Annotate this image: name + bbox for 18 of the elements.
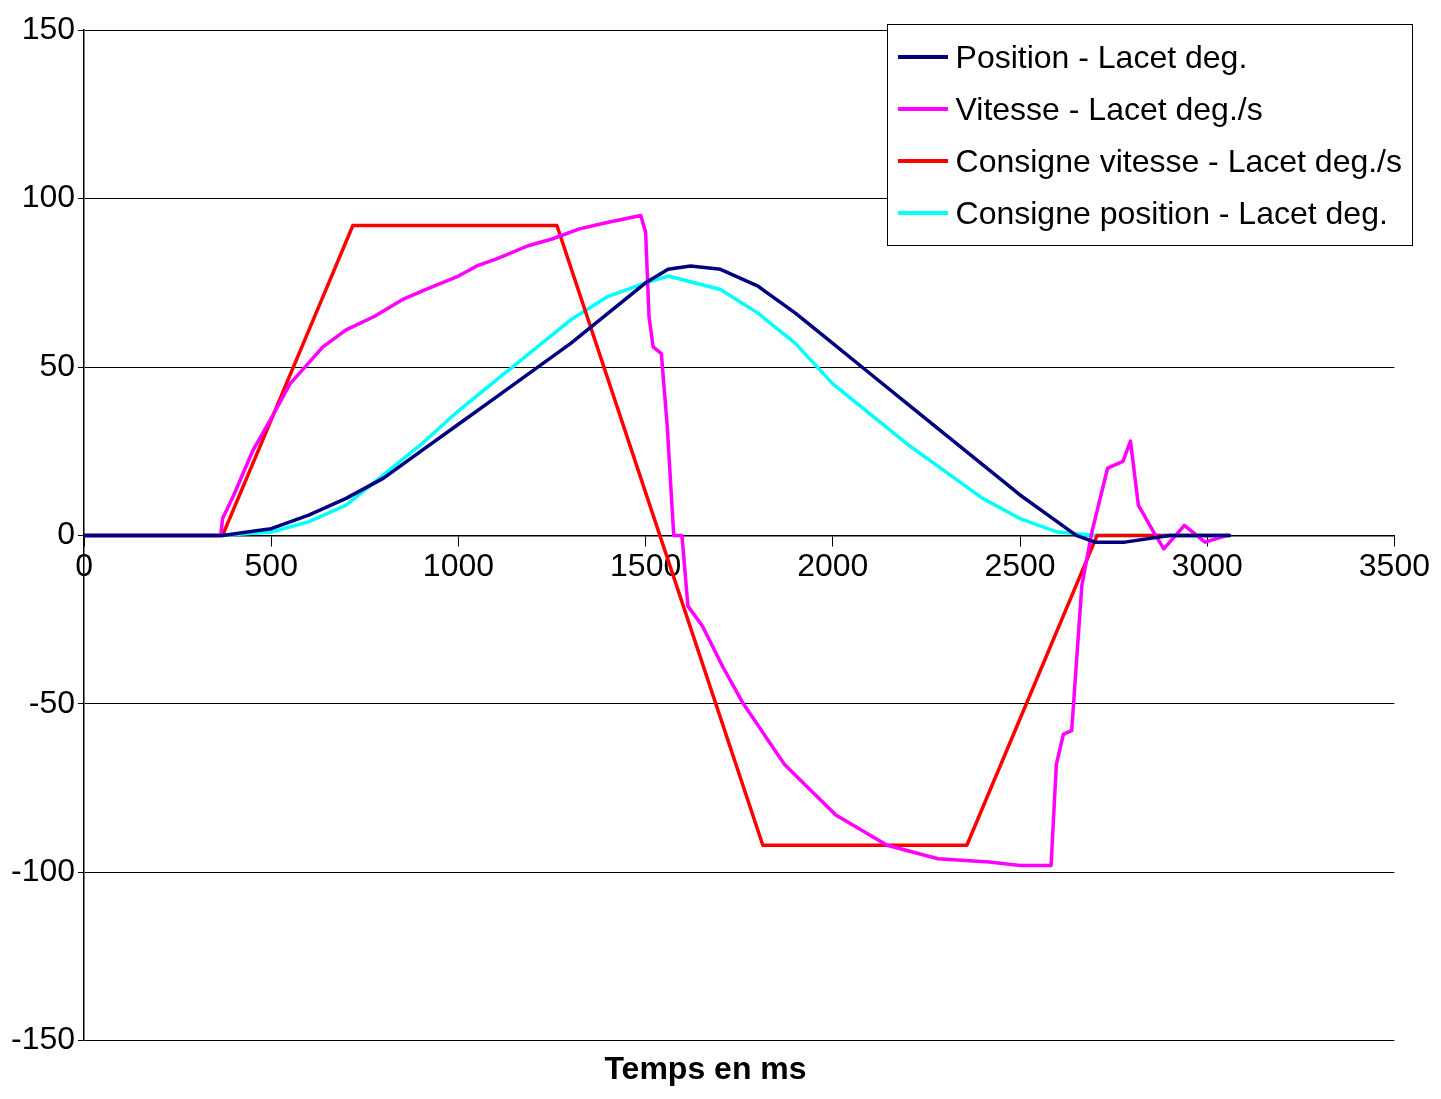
legend-label: Position - Lacet deg.: [955, 38, 1248, 77]
x-axis-title: Temps en ms: [604, 1049, 807, 1086]
y-tick-label: 50: [39, 346, 76, 383]
x-tick-label: 1000: [422, 547, 495, 584]
legend-label: Consigne position - Lacet deg.: [955, 194, 1388, 233]
y-tick-label: 0: [57, 515, 76, 552]
legend-label: Vitesse - Lacet deg./s: [955, 90, 1263, 129]
legend-label: Consigne vitesse - Lacet deg./s: [955, 142, 1402, 181]
x-tick-label: 2000: [797, 547, 869, 584]
y-tick-label: -50: [28, 683, 76, 720]
y-tick-label: 150: [21, 10, 76, 47]
x-tick-label: 500: [244, 547, 298, 584]
y-tick-label: -150: [11, 1020, 76, 1057]
x-tick-label: 3000: [1171, 547, 1243, 584]
y-tick-label: -100: [11, 852, 76, 889]
x-tick-label: 3500: [1358, 547, 1430, 584]
y-tick-label: 100: [21, 178, 76, 215]
x-tick-label: 2500: [984, 547, 1056, 584]
